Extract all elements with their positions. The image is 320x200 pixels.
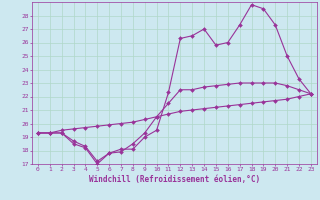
X-axis label: Windchill (Refroidissement éolien,°C): Windchill (Refroidissement éolien,°C) (89, 175, 260, 184)
